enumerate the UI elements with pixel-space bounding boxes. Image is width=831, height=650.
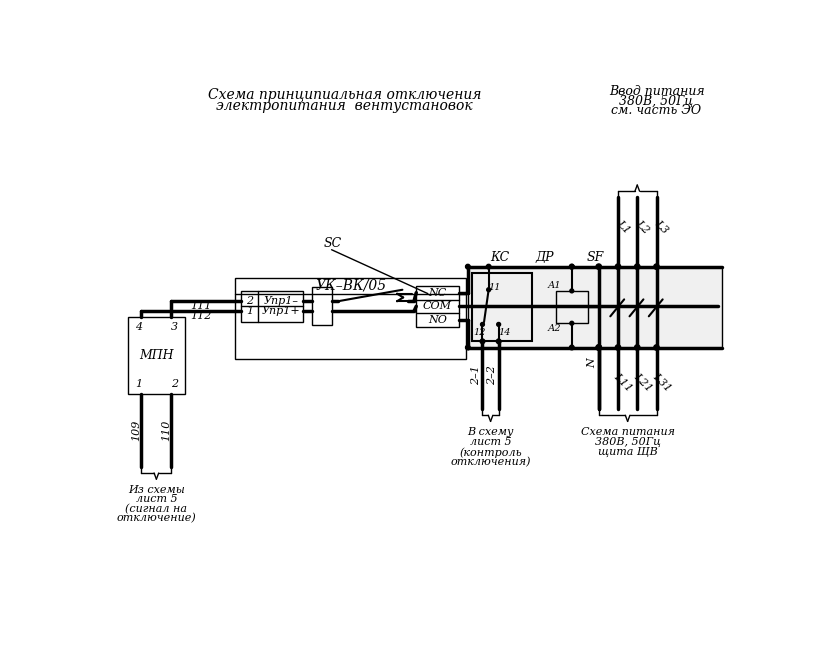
Text: 2: 2 [246,296,253,306]
Circle shape [596,344,602,350]
Circle shape [570,289,573,293]
Text: Из схемы: Из схемы [128,485,184,495]
Circle shape [596,344,602,350]
Bar [235,278,466,359]
Text: см. часть ЭО: см. часть ЭО [612,104,701,117]
Text: NO: NO [428,315,447,325]
Text: 12: 12 [473,328,485,337]
Circle shape [654,264,659,269]
Circle shape [465,265,470,269]
Text: 112: 112 [190,311,212,321]
Text: L11: L11 [612,371,635,393]
Text: лист 5: лист 5 [135,494,177,504]
Text: 1: 1 [246,306,253,317]
Text: МПН: МПН [139,348,174,361]
Circle shape [480,322,484,326]
Text: L21: L21 [632,371,654,393]
Circle shape [486,265,491,269]
Text: А1: А1 [548,281,561,290]
Bar [472,273,532,341]
Text: SC: SC [324,237,342,250]
Text: (контроль: (контроль [460,447,522,458]
Circle shape [615,264,621,269]
Bar [556,291,588,323]
Text: 11: 11 [489,283,501,292]
Text: ДР: ДР [536,251,554,264]
Circle shape [635,344,640,350]
Circle shape [570,321,573,325]
Text: В схему: В схему [467,427,514,437]
Bar [416,286,459,327]
Text: L1: L1 [615,218,632,235]
Text: L3: L3 [653,218,671,235]
Text: 111: 111 [190,301,212,311]
Text: 3: 3 [171,322,178,332]
Circle shape [496,339,501,344]
Text: 4: 4 [135,322,142,332]
Text: NC: NC [428,288,446,298]
Text: щита ЩВ: щита ЩВ [597,447,657,458]
Circle shape [487,288,490,292]
Text: SF: SF [587,251,603,264]
Text: Схема питания: Схема питания [581,427,675,437]
Circle shape [635,264,640,269]
Text: лист 5: лист 5 [470,437,511,447]
Bar [468,266,722,348]
Circle shape [465,345,470,350]
Text: L31: L31 [651,371,673,393]
Circle shape [569,265,574,269]
Text: Упр1–: Упр1– [263,296,298,306]
Text: L2: L2 [634,218,652,235]
Text: Ввод питания: Ввод питания [608,85,705,98]
Text: Схема принципиальная отключения: Схема принципиальная отключения [208,88,481,102]
Text: Упр1+: Упр1+ [262,306,300,317]
Text: А2: А2 [548,324,561,333]
Text: 2: 2 [171,379,178,389]
Text: 2–2: 2–2 [488,365,498,385]
Text: COM: COM [423,302,452,311]
Bar [127,317,185,394]
Circle shape [569,265,574,269]
Circle shape [596,264,602,269]
Text: электропитания  вентустановок: электропитания вентустановок [216,99,473,114]
Text: УК–ВК/05: УК–ВК/05 [315,279,386,293]
Circle shape [480,339,484,344]
Circle shape [569,345,574,350]
Text: отключения): отключения) [450,457,531,467]
Text: 109: 109 [131,420,141,441]
Bar [312,287,332,325]
Bar [242,291,303,322]
Text: отключение): отключение) [116,514,196,524]
Text: 110: 110 [161,420,171,441]
Text: КС: КС [490,251,509,264]
Text: 1: 1 [135,379,142,389]
Circle shape [497,322,500,326]
Text: 380В, 50Гц: 380В, 50Гц [619,95,694,108]
Circle shape [615,344,621,350]
Text: 2–1: 2–1 [471,365,481,385]
Text: (сигнал на: (сигнал на [125,504,187,514]
Text: 380В, 50Гц: 380В, 50Гц [595,437,661,447]
Text: 14: 14 [499,328,511,337]
Text: N: N [588,358,597,368]
Circle shape [654,344,659,350]
